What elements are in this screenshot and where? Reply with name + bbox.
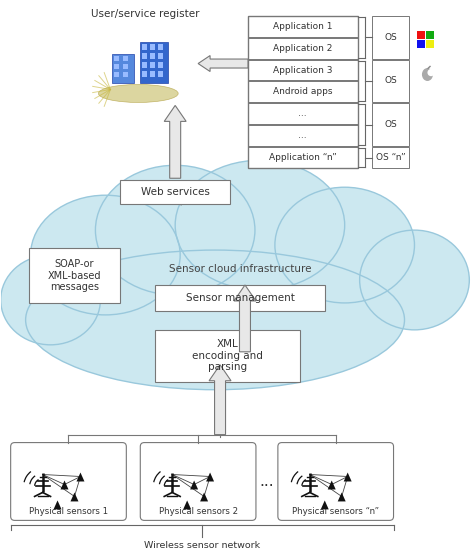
Bar (248, 38, 358, 59)
Text: OS: OS (384, 76, 397, 86)
Text: ...: ... (260, 474, 274, 489)
Polygon shape (190, 481, 198, 489)
Polygon shape (76, 472, 84, 482)
Text: SOAP-or
XML-based
messages: SOAP-or XML-based messages (48, 259, 101, 292)
FancyBboxPatch shape (11, 442, 127, 520)
Bar (142, 71, 147, 76)
Text: Wireless sensor network: Wireless sensor network (144, 541, 260, 550)
Bar (142, 53, 147, 59)
Bar (158, 61, 163, 67)
Text: Sensor cloud infrastructure: Sensor cloud infrastructure (169, 264, 311, 274)
Text: ...: ... (299, 132, 307, 140)
Polygon shape (321, 500, 329, 509)
Bar (427, 40, 434, 48)
Polygon shape (71, 493, 79, 502)
Ellipse shape (0, 255, 100, 345)
Bar (372, 60, 410, 102)
Bar (28, 248, 120, 303)
Text: Physical sensors 1: Physical sensors 1 (29, 507, 108, 516)
Bar (158, 53, 163, 59)
Polygon shape (344, 472, 352, 482)
Bar (372, 15, 410, 59)
Polygon shape (183, 500, 191, 509)
Polygon shape (173, 182, 189, 205)
Bar (158, 44, 163, 50)
Bar (142, 61, 147, 67)
Bar (114, 71, 119, 76)
Text: Application “n”: Application “n” (269, 153, 337, 162)
Polygon shape (206, 472, 214, 482)
Bar (248, 81, 358, 102)
Polygon shape (337, 493, 346, 502)
Text: Application 2: Application 2 (273, 44, 332, 53)
Bar (114, 55, 119, 60)
Bar (155, 285, 325, 311)
Bar (248, 126, 358, 147)
Polygon shape (161, 180, 177, 200)
Bar (150, 61, 155, 67)
Bar (140, 41, 168, 84)
Bar (248, 15, 358, 168)
Bar (158, 71, 163, 76)
Polygon shape (198, 55, 248, 71)
FancyBboxPatch shape (140, 442, 256, 520)
Bar (155, 330, 300, 382)
Circle shape (428, 69, 435, 76)
Bar (142, 44, 147, 50)
Bar (123, 71, 128, 76)
FancyBboxPatch shape (278, 442, 393, 520)
Bar (114, 64, 119, 69)
Text: Application 3: Application 3 (273, 65, 333, 75)
Ellipse shape (26, 250, 404, 390)
Bar (123, 55, 128, 60)
Bar (372, 147, 410, 168)
Bar (123, 64, 128, 69)
Bar (248, 103, 358, 124)
Bar (248, 60, 358, 81)
Text: OS: OS (384, 121, 397, 129)
Text: Physical sensors “n”: Physical sensors “n” (292, 507, 379, 516)
Text: User/service register: User/service register (91, 9, 200, 19)
Bar (418, 40, 426, 48)
Bar (150, 71, 155, 76)
Bar (427, 30, 434, 39)
Text: Web services: Web services (141, 187, 210, 197)
Ellipse shape (422, 68, 433, 81)
Text: XML
encoding and
parsing: XML encoding and parsing (192, 339, 263, 372)
Bar (372, 103, 410, 147)
Text: Physical sensors 2: Physical sensors 2 (158, 507, 237, 516)
Ellipse shape (360, 230, 469, 330)
Polygon shape (54, 500, 62, 509)
Bar (150, 44, 155, 50)
Text: Sensor management: Sensor management (185, 293, 294, 303)
Polygon shape (164, 106, 186, 178)
Bar (248, 15, 358, 36)
Polygon shape (209, 365, 231, 435)
Bar (248, 147, 358, 168)
Text: ...: ... (299, 109, 307, 118)
Ellipse shape (95, 165, 255, 295)
Text: OS: OS (384, 33, 397, 41)
Ellipse shape (175, 160, 345, 290)
Polygon shape (234, 285, 256, 352)
Text: Application 1: Application 1 (273, 22, 333, 30)
Polygon shape (61, 481, 69, 489)
Bar (120, 180, 230, 204)
Text: OS “n”: OS “n” (376, 153, 405, 162)
Ellipse shape (99, 85, 178, 102)
Text: Android apps: Android apps (273, 87, 333, 96)
Polygon shape (200, 493, 208, 502)
Bar (150, 53, 155, 59)
Bar (418, 30, 426, 39)
Ellipse shape (31, 195, 180, 315)
Ellipse shape (275, 187, 414, 303)
Bar (112, 54, 134, 84)
Polygon shape (328, 481, 336, 489)
